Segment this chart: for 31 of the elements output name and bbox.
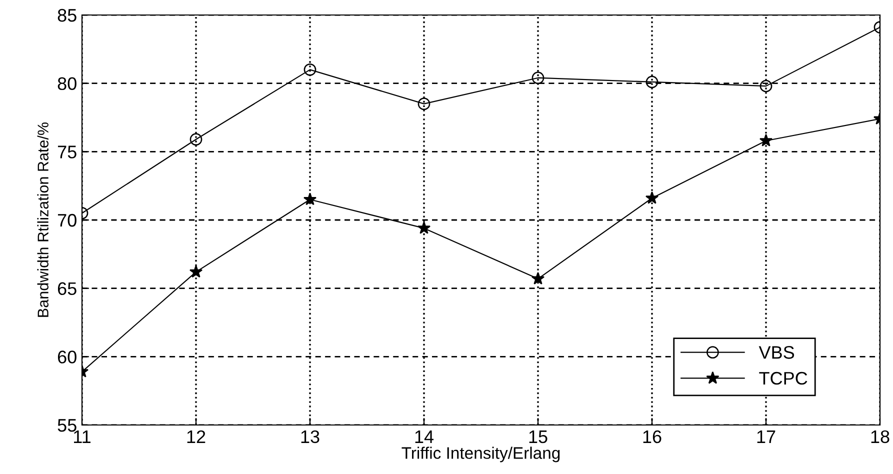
y-tick-label: 60 xyxy=(58,350,76,364)
x-axis-title: Triffic Intensity/Erlang xyxy=(402,446,560,462)
x-tick-label: 14 xyxy=(415,430,434,443)
y-tick-label: 75 xyxy=(58,146,76,158)
point xyxy=(760,80,772,92)
x-tick-label: 18 xyxy=(871,430,890,444)
legend-label: TCPC xyxy=(759,372,808,385)
point xyxy=(303,192,317,206)
x-tick-label: 11 xyxy=(74,430,90,443)
point xyxy=(646,76,658,88)
x-tick-label: 12 xyxy=(187,430,206,443)
x-tick-label: 13 xyxy=(301,430,320,444)
x-tick-label: 16 xyxy=(643,430,662,444)
y-axis-title: Bandwidth Rtilization Rate/% xyxy=(37,122,48,317)
point xyxy=(190,133,202,146)
point xyxy=(532,72,544,84)
x-tick-label: 15 xyxy=(529,430,548,444)
y-tick-label: 70 xyxy=(58,214,76,227)
y-tick-label: 80 xyxy=(58,77,76,90)
point xyxy=(759,134,773,146)
legend-label: VBS xyxy=(758,346,794,359)
y-tick-label: 85 xyxy=(58,8,76,22)
y-tick-label: 55 xyxy=(58,419,76,432)
point xyxy=(189,265,203,278)
y-tick-label: 65 xyxy=(58,282,76,296)
point xyxy=(304,63,316,76)
point xyxy=(418,98,430,110)
point xyxy=(645,191,659,204)
point xyxy=(531,272,545,284)
x-tick-label: 17 xyxy=(757,430,776,443)
point xyxy=(417,221,431,234)
